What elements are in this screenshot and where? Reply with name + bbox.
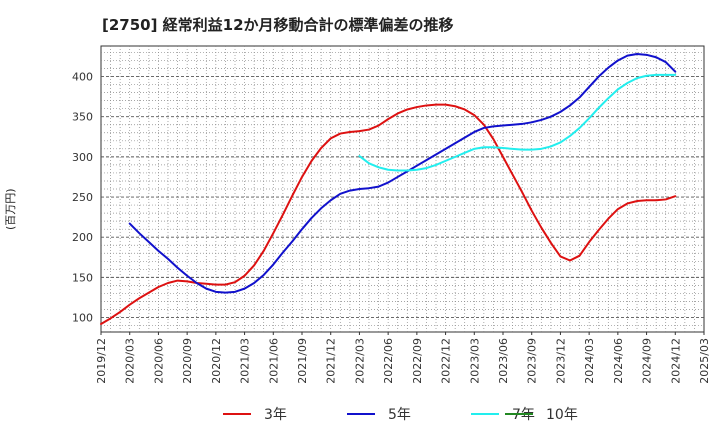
x-tick-label: 2021/06 [267, 338, 280, 384]
x-tick-label: 2022/06 [382, 338, 395, 384]
x-tick-label: 2020/12 [210, 338, 223, 384]
x-tick-label: 2019/12 [95, 338, 108, 384]
x-tick-label: 2021/09 [296, 338, 309, 384]
legend: 3年5年7年10年 [223, 407, 578, 423]
x-tick-label: 2023/03 [468, 338, 481, 384]
y-tick-label: 200 [72, 231, 93, 244]
x-tick-label: 2024/09 [641, 338, 654, 384]
legend-label: 3年 [264, 407, 287, 423]
y-tick-label: 100 [72, 312, 93, 325]
y-tick-label: 400 [72, 71, 93, 84]
legend-label: 5年 [388, 407, 411, 423]
x-tick-label: 2021/03 [239, 338, 252, 384]
x-axis: 2019/12 2020/03 2020/06 2020/09 2020/12 2021/… [95, 332, 711, 384]
series-group [100, 53, 677, 325]
x-tick-label: 2020/09 [181, 338, 194, 384]
x-tick-label: 2022/03 [353, 338, 366, 384]
series-line-7年 [358, 73, 677, 172]
grid-lines [101, 46, 704, 332]
y-axis: 100 150 200 250 300 350 400 [72, 71, 93, 325]
x-tick-label: 2025/03 [698, 338, 711, 384]
x-tick-label: 2022/09 [411, 338, 424, 384]
legend-label: 10年 [546, 407, 578, 423]
y-tick-label: 300 [72, 151, 93, 164]
x-tick-label: 2024/06 [612, 338, 625, 384]
y-tick-label: 150 [72, 271, 93, 284]
x-tick-label: 2023/12 [554, 338, 567, 384]
y-tick-label: 350 [72, 111, 93, 124]
chart-title: [2750] 経常利益12か月移動合計の標準偏差の推移 [102, 16, 454, 34]
x-tick-label: 2021/12 [325, 338, 338, 384]
x-tick-label: 2024/03 [583, 338, 596, 384]
x-tick-label: 2024/12 [669, 338, 682, 384]
x-tick-label: 2020/06 [152, 338, 165, 384]
x-tick-label: 2022/12 [440, 338, 453, 384]
y-tick-label: 250 [72, 191, 93, 204]
x-tick-label: 2020/03 [124, 338, 137, 384]
series-line-5年 [128, 53, 677, 294]
x-tick-label: 2023/06 [497, 338, 510, 384]
x-tick-label: 2023/09 [526, 338, 539, 384]
